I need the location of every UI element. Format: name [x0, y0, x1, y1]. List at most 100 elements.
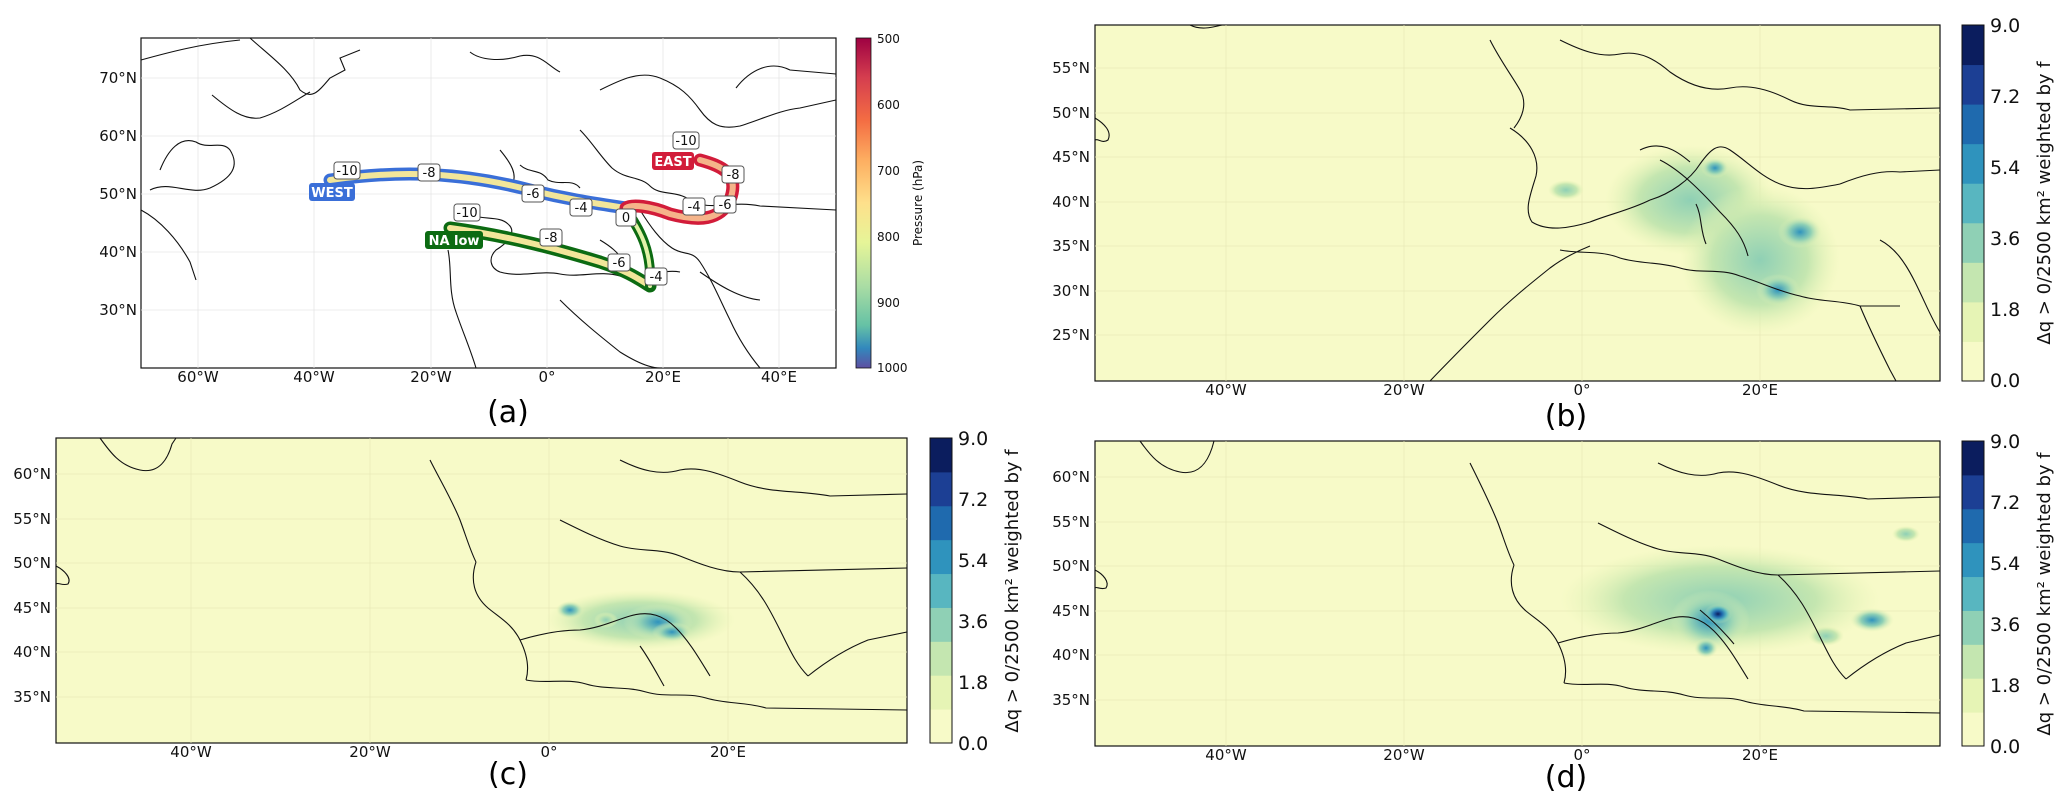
gridlines [56, 438, 907, 743]
lat-tick: 55°N [13, 510, 51, 528]
route-name-west: WEST [309, 183, 355, 201]
colorbar-segment [1962, 576, 1984, 611]
colorbar-segment [930, 471, 952, 507]
colorbar-segment [1962, 183, 1984, 224]
lat-tick: 35°N [1052, 691, 1090, 709]
cb-tick: 1.8 [1990, 299, 2020, 321]
colorbar-segment [1962, 678, 1984, 713]
cb-tick: 600 [877, 98, 900, 112]
lat-tick: 40°N [1052, 193, 1090, 211]
lat-tick-labels: 60°N 55°N 50°N 45°N 40°N 35°N [1052, 468, 1090, 709]
cb-tick: 7.2 [1990, 86, 2020, 108]
route-name-west-text: WEST [311, 186, 353, 201]
lat-tick: 50°N [13, 554, 51, 572]
route-label-east-8: -8 [721, 165, 745, 184]
lon-tick: 40°E [761, 368, 797, 386]
route-east-label-1: -8 [727, 168, 740, 183]
colorbar-segment [1962, 301, 1984, 342]
lat-tick: 50°N [1052, 104, 1090, 122]
colorbar-segment [1962, 341, 1984, 382]
lon-tick: 20°E [1742, 746, 1778, 764]
cb-tick: 1000 [877, 361, 908, 375]
lon-tick: 40°W [1205, 381, 1247, 399]
lat-tick: 70°N [99, 69, 137, 87]
cb-tick: 7.2 [958, 489, 988, 511]
panel-d: 60°N 55°N 50°N 45°N 40°N 35°N 40°W 20°W … [1052, 431, 2055, 795]
lon-tick: 40°W [1205, 746, 1247, 764]
cb-tick: 800 [877, 230, 900, 244]
panel-c: 60°N 55°N 50°N 45°N 40°N 35°N 40°W 20°W … [13, 428, 1023, 792]
route-label-0: 0 [615, 208, 637, 227]
route-label-na-4: -4 [644, 267, 668, 286]
lat-tick: 25°N [1052, 326, 1090, 344]
lat-tick: 55°N [1052, 513, 1090, 531]
lon-tick-labels: 60°W 40°W 20°W 0° 20°E 40°E [177, 368, 797, 386]
colorbar-frame [1961, 440, 1985, 747]
cb-tick: 700 [877, 164, 900, 178]
route-label-west-8: -8 [417, 163, 441, 182]
colorbar-segment [1962, 143, 1984, 184]
route-name-na-low-text: NA low [429, 234, 480, 249]
colorbar-label: Δq > 0/2500 km² weighted by f [2034, 61, 2055, 345]
cb-tick: 900 [877, 296, 900, 310]
lat-tick: 60°N [1052, 468, 1090, 486]
colorbar-segment [1962, 441, 1984, 476]
lat-tick: 50°N [99, 185, 137, 203]
colorbar-pressure: 500 600 700 800 900 1000 Pressure (hPa) [855, 32, 925, 375]
cb-tick: 9.0 [1990, 431, 2020, 453]
route-west-label-2: -6 [527, 187, 540, 202]
cb-tick: 5.4 [1990, 553, 2020, 575]
route-west [323, 167, 633, 215]
colorbar-frame [1961, 24, 1985, 382]
cb-tick: 0.0 [1990, 736, 2020, 758]
lon-tick: 20°W [1383, 746, 1425, 764]
route-name-east-text: EAST [654, 155, 691, 170]
lon-tick: 40°W [170, 743, 212, 761]
route-east-label-0: -10 [675, 134, 696, 149]
lon-tick-labels: 40°W 20°W 0° 20°E [1205, 746, 1778, 764]
colorbar-label: Pressure (hPa) [911, 160, 925, 246]
precip-field [1560, 526, 1920, 658]
lon-tick: 20°E [1742, 381, 1778, 399]
lat-tick-labels: 70°N 60°N 50°N 40°N 30°N [99, 69, 137, 319]
lat-tick: 50°N [1052, 557, 1090, 575]
route-label-east-10: -10 [672, 131, 700, 150]
cb-tick: 7.2 [1990, 492, 2020, 514]
lat-tick: 40°N [13, 643, 51, 661]
cb-tick: 3.6 [1990, 614, 2020, 636]
cb-tick: 3.6 [1990, 228, 2020, 250]
route-label-na-6: -6 [607, 253, 631, 272]
lat-tick: 55°N [1052, 59, 1090, 77]
colorbar-ticks: 9.0 7.2 5.4 3.6 1.8 0.0 Δq > 0/2500 km² … [1990, 431, 2055, 758]
lat-tick: 40°N [99, 243, 137, 261]
route-label-east-4: -4 [682, 197, 706, 216]
cb-tick: 9.0 [958, 428, 988, 450]
colorbar-segment [930, 675, 952, 710]
route-name-na-low: NA low [425, 231, 483, 249]
cb-tick: 5.4 [1990, 157, 2020, 179]
route-east-label-2: -6 [719, 198, 732, 213]
precip-field [545, 590, 735, 650]
lat-tick: 60°N [13, 465, 51, 483]
colorbar-ticks: 9.0 7.2 5.4 3.6 1.8 0.0 Δq > 0/2500 km² … [1990, 15, 2055, 392]
lat-tick: 45°N [1052, 148, 1090, 166]
colorbar-segment [930, 438, 952, 473]
colorbar-segment [1962, 542, 1984, 578]
colorbar-segment [930, 607, 952, 642]
lon-tick: 20°W [349, 743, 391, 761]
cb-tick: 5.4 [958, 550, 988, 572]
panel-a: -10 -8 -6 -4 0 -10 -8 -6 -4 -10 -8 -6 -4… [99, 32, 925, 430]
colorbar-label: Δq > 0/2500 km² weighted by f [2034, 452, 2055, 736]
route-west-label-1: -8 [423, 166, 436, 181]
colorbar-label: Δq > 0/2500 km² weighted by f [1002, 449, 1023, 733]
cb-tick: 1.8 [958, 672, 988, 694]
lat-tick: 35°N [1052, 237, 1090, 255]
lat-tick: 30°N [99, 301, 137, 319]
route-na-label-2: -6 [613, 256, 626, 271]
colorbar-segment [1962, 644, 1984, 679]
route-labels: -10 -8 -6 -4 0 -10 -8 -6 -4 -10 -8 -6 -4… [309, 131, 745, 286]
lat-tick-labels: 55°N 50°N 45°N 40°N 35°N 30°N 25°N [1052, 59, 1090, 344]
coastlines [1094, 24, 1941, 382]
lon-tick-labels: 40°W 20°W 0° 20°E [170, 743, 746, 761]
colorbar-segment [1962, 104, 1984, 145]
